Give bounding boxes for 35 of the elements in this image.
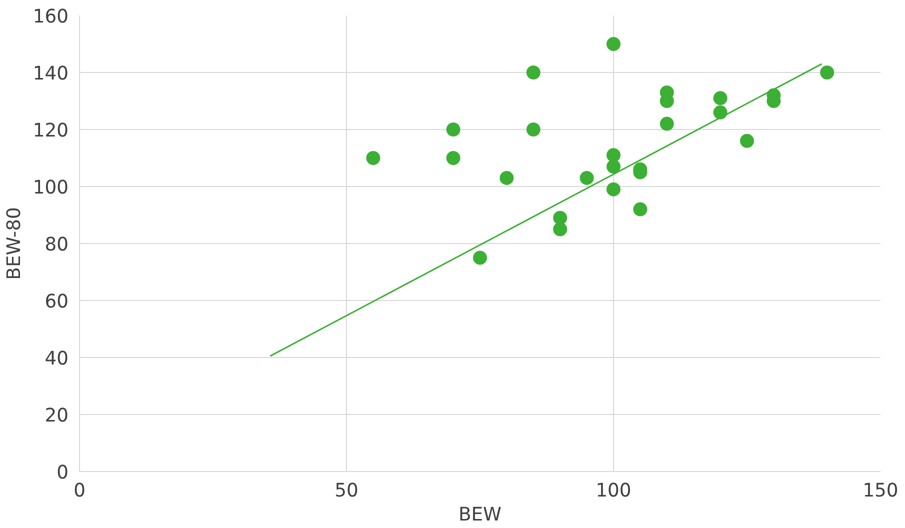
point — [553, 222, 568, 236]
point — [820, 66, 834, 80]
y-tick-label: 80 — [44, 234, 69, 256]
point — [606, 148, 620, 162]
point — [713, 91, 728, 106]
y-tick-label: 0 — [56, 462, 69, 484]
point — [553, 210, 568, 225]
y-tick-label: 60 — [44, 292, 69, 312]
x-tick-label: 0 — [74, 480, 86, 502]
x-axis-title: BEW — [458, 504, 502, 526]
y-tick-label: 20 — [44, 406, 69, 426]
point — [580, 170, 594, 185]
y-tick-label: 40 — [44, 348, 69, 370]
point — [473, 250, 487, 265]
y-axis-title: BEW-80 — [4, 207, 25, 280]
y-tick-label: 140 — [32, 64, 68, 84]
y-tick-label: 100 — [32, 178, 68, 198]
x-tick-label: 100 — [596, 480, 632, 502]
y-tick-label: 120 — [32, 120, 68, 142]
point — [606, 182, 620, 196]
point — [366, 151, 380, 165]
y-tick-label: 160 — [32, 6, 68, 28]
x-tick-label: 150 — [862, 480, 898, 502]
point — [606, 37, 620, 51]
point — [606, 160, 620, 174]
point — [740, 134, 754, 148]
point — [500, 170, 514, 185]
x-tick-label: 50 — [334, 480, 358, 502]
point — [660, 116, 674, 131]
point — [446, 122, 460, 136]
point — [446, 151, 460, 165]
point — [713, 105, 728, 120]
point — [526, 66, 540, 80]
point — [526, 122, 540, 136]
point — [633, 202, 648, 216]
